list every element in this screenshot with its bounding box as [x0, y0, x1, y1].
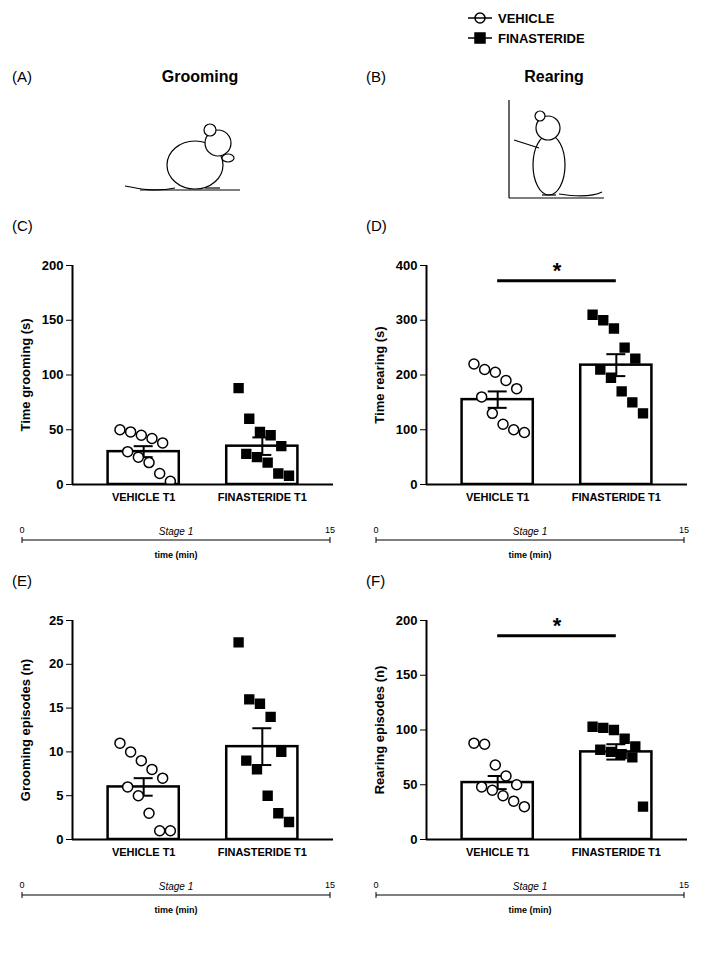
svg-text:300: 300	[396, 312, 418, 327]
svg-text:Stage 1: Stage 1	[513, 526, 547, 537]
svg-text:Rearing: Rearing	[524, 68, 584, 85]
html-text:(D): (D)	[366, 217, 387, 234]
svg-text:FINASTERIDE T1: FINASTERIDE T1	[218, 846, 307, 858]
svg-text:Time rearing (s): Time rearing (s)	[372, 326, 387, 423]
svg-text:*: *	[553, 613, 562, 638]
svg-text:0: 0	[373, 880, 378, 890]
svg-text:time (min): time (min)	[154, 905, 197, 915]
svg-text:10: 10	[49, 744, 63, 759]
svg-text:15: 15	[325, 525, 335, 535]
html-text:(F): (F)	[366, 572, 386, 589]
svg-text:FINASTERIDE T1: FINASTERIDE T1	[572, 846, 661, 858]
svg-text:VEHICLE T1: VEHICLE T1	[112, 491, 176, 503]
svg-text:20: 20	[49, 656, 63, 671]
svg-text:FINASTERIDE T1: FINASTERIDE T1	[218, 491, 307, 503]
svg-text:0: 0	[56, 477, 63, 492]
svg-text:Time grooming (s): Time grooming (s)	[18, 318, 33, 431]
svg-text:(A): (A)	[12, 68, 32, 85]
svg-text:time (min): time (min)	[508, 905, 551, 915]
svg-text:0: 0	[410, 832, 417, 847]
svg-text:time (min): time (min)	[154, 550, 197, 560]
svg-text:Stage 1: Stage 1	[159, 881, 193, 892]
svg-text:VEHICLE T1: VEHICLE T1	[466, 491, 530, 503]
svg-text:time (min): time (min)	[508, 550, 551, 560]
svg-text:100: 100	[396, 722, 418, 737]
svg-text:15: 15	[679, 525, 689, 535]
svg-text:150: 150	[396, 667, 418, 682]
svg-text:0: 0	[19, 880, 24, 890]
svg-text:5: 5	[56, 788, 63, 803]
svg-text:Stage 1: Stage 1	[159, 526, 193, 537]
svg-text:VEHICLE T1: VEHICLE T1	[466, 846, 530, 858]
svg-text:0: 0	[373, 525, 378, 535]
svg-text:200: 200	[396, 613, 418, 628]
svg-text:15: 15	[679, 880, 689, 890]
svg-text:VEHICLE: VEHICLE	[498, 11, 555, 26]
html-text:(C): (C)	[12, 217, 33, 234]
svg-text:Grooming: Grooming	[162, 68, 238, 85]
svg-text:0: 0	[19, 525, 24, 535]
svg-text:50: 50	[403, 777, 417, 792]
svg-text:Stage 1: Stage 1	[513, 881, 547, 892]
svg-text:0: 0	[56, 832, 63, 847]
svg-text:100: 100	[42, 367, 64, 382]
svg-text:*: *	[553, 258, 562, 283]
svg-text:200: 200	[396, 367, 418, 382]
svg-text:Grooming episodes (n): Grooming episodes (n)	[18, 659, 33, 801]
svg-text:150: 150	[42, 312, 64, 327]
svg-text:200: 200	[42, 258, 64, 273]
svg-text:FINASTERIDE: FINASTERIDE	[498, 31, 585, 46]
svg-text:15: 15	[49, 700, 63, 715]
svg-text:Rearing episodes (n): Rearing episodes (n)	[372, 666, 387, 795]
svg-text:50: 50	[49, 422, 63, 437]
svg-text:100: 100	[396, 422, 418, 437]
html-text:(E): (E)	[12, 572, 32, 589]
svg-text:FINASTERIDE T1: FINASTERIDE T1	[572, 491, 661, 503]
svg-text:400: 400	[396, 258, 418, 273]
svg-text:15: 15	[325, 880, 335, 890]
svg-text:(B): (B)	[366, 68, 386, 85]
svg-text:25: 25	[49, 613, 63, 628]
svg-text:0: 0	[410, 477, 417, 492]
svg-text:VEHICLE T1: VEHICLE T1	[112, 846, 176, 858]
